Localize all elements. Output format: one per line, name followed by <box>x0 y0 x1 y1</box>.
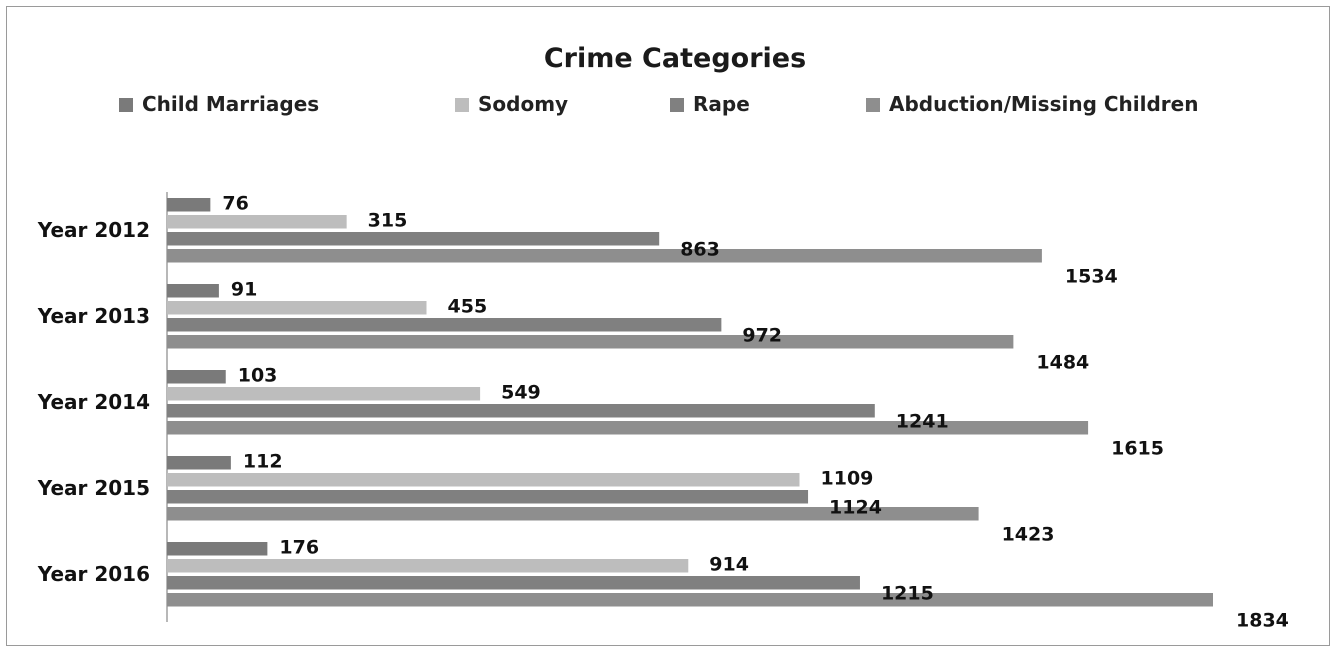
legend: Child Marriages Sodomy Rape Abduction/Missi… <box>119 92 1198 116</box>
category-label-year-2013: Year 2013 <box>37 304 150 328</box>
chart-title: Crime Categories <box>544 43 806 74</box>
legend-label-sodomy: Sodomy <box>478 92 568 116</box>
legend-item-abduction-missing-children: Abduction/Missing Children <box>866 92 1198 116</box>
category-labels: Year 2012 Year 2013 Year 2014 Year 2015 Year… <box>37 218 150 586</box>
data-label-year-2012-child-marriages: 76 <box>222 193 248 215</box>
bar-year-2014-sodomy <box>167 387 481 401</box>
category-label-year-2016: Year 2016 <box>37 562 150 586</box>
legend-swatch-abduction-missing-children <box>866 98 880 112</box>
data-label-year-2013-abduction-missing-children: 1484 <box>1036 352 1089 374</box>
legend-label-abduction-missing-children: Abduction/Missing Children <box>889 92 1198 116</box>
data-label-year-2015-rape: 1124 <box>829 497 882 519</box>
bar-year-2013-sodomy <box>167 301 427 315</box>
bar-year-2012-child-marriages <box>167 198 211 212</box>
bar-year-2015-sodomy <box>167 473 800 487</box>
bar-year-2016-abduction-missing-children <box>167 593 1213 607</box>
bar-year-2015-abduction-missing-children <box>167 507 979 521</box>
legend-swatch-sodomy <box>455 98 469 112</box>
data-label-year-2013-child-marriages: 91 <box>231 279 257 301</box>
data-label-year-2016-sodomy: 914 <box>709 554 749 576</box>
bar-year-2015-rape <box>167 490 809 504</box>
data-label-year-2012-sodomy: 315 <box>368 210 408 232</box>
bar-year-2016-child-marriages <box>167 542 268 556</box>
data-label-year-2016-child-marriages: 176 <box>279 537 319 559</box>
category-label-year-2015: Year 2015 <box>37 476 150 500</box>
category-label-year-2014: Year 2014 <box>37 390 150 414</box>
category-label-year-2012: Year 2012 <box>37 218 150 242</box>
bar-year-2016-sodomy <box>167 559 689 573</box>
legend-label-rape: Rape <box>693 92 750 116</box>
legend-item-rape: Rape <box>670 92 750 116</box>
data-label-year-2015-abduction-missing-children: 1423 <box>1002 524 1055 546</box>
data-label-year-2014-rape: 1241 <box>896 411 949 433</box>
bar-year-2016-rape <box>167 576 860 590</box>
data-label-year-2016-rape: 1215 <box>881 583 934 605</box>
data-label-year-2015-child-marriages: 112 <box>243 451 283 473</box>
data-label-year-2014-abduction-missing-children: 1615 <box>1111 438 1164 460</box>
bar-year-2015-child-marriages <box>167 456 231 470</box>
legend-swatch-rape <box>670 98 684 112</box>
data-label-year-2015-sodomy: 1109 <box>821 468 874 490</box>
data-label-year-2014-child-marriages: 103 <box>238 365 278 387</box>
legend-item-child-marriages: Child Marriages <box>119 92 319 116</box>
bar-year-2012-rape <box>167 232 660 246</box>
legend-swatch-child-marriages <box>119 98 133 112</box>
data-label-year-2013-sodomy: 455 <box>448 296 488 318</box>
bar-year-2012-abduction-missing-children <box>167 249 1042 263</box>
data-label-year-2016-abduction-missing-children: 1834 <box>1236 610 1289 632</box>
crime-categories-chart: Crime Categories Child Marriages Sodomy Ra… <box>37 43 1289 632</box>
data-label-year-2014-sodomy: 549 <box>501 382 541 404</box>
bar-year-2013-rape <box>167 318 722 332</box>
data-labels: 76 315 863 1534 91 455 972 1484 103 549 1241 1615 11… <box>222 193 1289 632</box>
legend-label-child-marriages: Child Marriages <box>142 92 319 116</box>
bar-year-2013-abduction-missing-children <box>167 335 1014 349</box>
bars <box>167 198 1213 607</box>
chart-frame: Crime Categories Child Marriages Sodomy Ra… <box>6 6 1330 646</box>
bar-year-2014-abduction-missing-children <box>167 421 1089 435</box>
bar-year-2012-sodomy <box>167 215 347 229</box>
bar-year-2014-child-marriages <box>167 370 226 384</box>
bar-year-2013-child-marriages <box>167 284 219 298</box>
bar-year-2014-rape <box>167 404 875 418</box>
data-label-year-2013-rape: 972 <box>742 325 782 347</box>
data-label-year-2012-rape: 863 <box>680 239 720 261</box>
legend-item-sodomy: Sodomy <box>455 92 568 116</box>
data-label-year-2012-abduction-missing-children: 1534 <box>1065 266 1118 288</box>
